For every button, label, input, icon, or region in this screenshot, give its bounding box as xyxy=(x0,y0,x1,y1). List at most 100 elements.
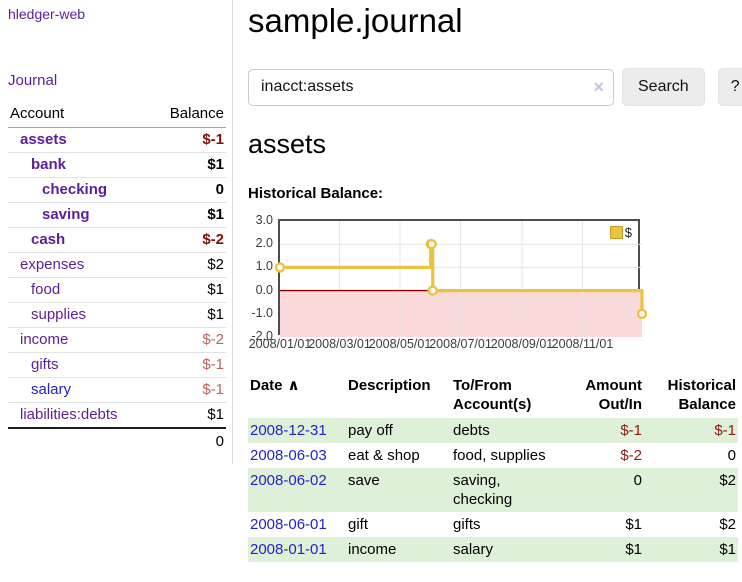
accounts-header-account: Account xyxy=(8,102,152,128)
register-date-cell: 2008-06-02 xyxy=(248,468,346,512)
transaction-date-link[interactable]: 2008-06-02 xyxy=(250,472,327,489)
chart-x-axis: 2008/01/01 2008/03/01 2008/05/01 2008/07/01… xyxy=(248,337,648,354)
transaction-date-link[interactable]: 2008-12-31 xyxy=(250,422,327,439)
accounts-header-balance: Balance xyxy=(151,102,226,128)
search-input[interactable] xyxy=(248,68,614,106)
account-row: salary $-1 xyxy=(8,377,226,403)
sort-ascending-icon: ∧ xyxy=(287,377,300,394)
account-balance: $-2 xyxy=(151,227,226,253)
register-description-cell: income xyxy=(346,537,451,562)
register-description-cell: save xyxy=(346,468,451,512)
register-header-accounts: To/From Account(s) xyxy=(453,377,532,413)
account-row: supplies $1 xyxy=(8,302,226,328)
search-button[interactable]: Search xyxy=(622,68,705,106)
sidebar-account-link[interactable]: income xyxy=(20,331,69,348)
accounts-total-value: 0 xyxy=(151,427,226,454)
register-balance-cell: $2 xyxy=(644,468,738,512)
register-description-cell: eat & shop xyxy=(348,447,420,464)
register-date-cell: 2008-06-01 xyxy=(248,512,346,537)
clear-search-icon[interactable]: × xyxy=(593,76,604,97)
register-amount-cell: $1 xyxy=(564,537,644,562)
register-amount-cell: $1 xyxy=(625,516,642,533)
register-amount-cell: $-1 xyxy=(564,418,644,443)
account-row: expenses $2 xyxy=(8,252,226,278)
register-amount-cell: 0 xyxy=(564,468,644,512)
y-tick-label: -1.0 xyxy=(251,305,273,320)
search-form: × Search ? xyxy=(248,68,742,106)
account-row: gifts $-1 xyxy=(8,352,226,378)
register-date-cell: 2008-12-31 xyxy=(248,418,346,443)
sidebar-account-link[interactable]: saving xyxy=(42,206,90,223)
sidebar-account-link[interactable]: assets xyxy=(20,131,67,148)
app-brand-link[interactable]: hledger-web xyxy=(8,6,86,22)
page-title: sample.journal xyxy=(248,2,463,39)
app-layout: hledger-web Journal Account Balance asse… xyxy=(8,0,742,562)
y-tick-label: 0.0 xyxy=(255,282,273,297)
register-balance-cell: $1 xyxy=(644,537,738,562)
x-tick-label: 2008/03/01 xyxy=(308,337,371,351)
account-balance: $-1 xyxy=(151,377,226,403)
transaction-date-link[interactable]: 2008-01-01 xyxy=(250,541,327,558)
account-balance: $-2 xyxy=(151,327,226,353)
chart-legend: $ xyxy=(607,224,634,241)
register-accounts-cell: saving, checking xyxy=(451,468,564,512)
account-row: assets $-1 xyxy=(8,127,226,153)
account-row: saving $1 xyxy=(8,202,226,228)
transaction-date-link[interactable]: 2008-06-01 xyxy=(250,516,327,533)
sidebar-account-link[interactable]: salary xyxy=(31,381,72,398)
legend-swatch-icon xyxy=(609,226,623,239)
account-row: food $1 xyxy=(8,277,226,303)
register-description-cell: gift xyxy=(348,516,369,533)
register-row: 2008-06-02 save saving, checking 0 $2 xyxy=(248,468,738,512)
account-balance: $1 xyxy=(151,277,226,303)
register-accounts-cell: gifts xyxy=(453,516,481,533)
register-row: 2008-01-01 income salary $1 $1 xyxy=(248,537,738,562)
register-header-date-label: Date xyxy=(250,377,283,394)
y-tick-label: 1.0 xyxy=(255,259,273,274)
sidebar-account-link[interactable]: gifts xyxy=(31,356,59,373)
sidebar-account-link[interactable]: bank xyxy=(31,156,67,173)
sidebar-account-link[interactable]: expenses xyxy=(20,256,85,273)
account-balance: $1 xyxy=(151,302,226,328)
sidebar-account-link[interactable]: food xyxy=(31,281,61,298)
register-date-cell: 2008-06-03 xyxy=(248,443,346,468)
y-tick-label: -2.0 xyxy=(251,329,273,343)
sidebar-item-journal[interactable]: Journal xyxy=(8,72,58,89)
transaction-date-link[interactable]: 2008-06-03 xyxy=(250,447,327,464)
accounts-table: Account Balance assets $-1 bank $1 checking 0… xyxy=(8,102,226,454)
register-accounts-cell: food, supplies xyxy=(453,447,546,464)
account-balance: $2 xyxy=(151,252,226,278)
sidebar-accounts-body: assets $-1 bank $1 checking 0 saving $1 cash $-2 e… xyxy=(8,127,226,429)
register-header-date[interactable]: Date ∧ xyxy=(248,374,346,418)
x-tick-label: 2008/11/01 xyxy=(551,337,614,351)
accounts-total-spacer xyxy=(8,427,152,454)
register-header-description: Description xyxy=(348,377,431,394)
account-row: bank $1 xyxy=(8,152,226,178)
account-balance: 0 xyxy=(151,177,226,203)
account-balance: $1 xyxy=(151,402,226,429)
register-header-amount: Amount Out/In xyxy=(585,377,642,413)
chart-heading: Historical Balance: xyxy=(248,185,384,202)
sidebar-account-link[interactable]: cash xyxy=(31,231,66,248)
register-row: 2008-12-31 pay off debts $-1 $-1 xyxy=(248,418,738,443)
sidebar-account-link[interactable]: liabilities:debts xyxy=(20,406,118,423)
account-row: cash $-2 xyxy=(8,227,226,253)
help-button[interactable]: ? xyxy=(717,68,742,106)
register-row: 2008-06-01 gift gifts $1 $2 xyxy=(248,512,738,537)
register-description-cell: pay off xyxy=(346,418,451,443)
register-table: Date ∧ Description To/From Account(s) Amo… xyxy=(248,374,738,562)
register-accounts-cell: salary xyxy=(451,537,564,562)
accounts-total-row: 0 xyxy=(8,427,226,454)
x-tick-label: 2008/05/01 xyxy=(368,337,432,351)
sidebar-account-link[interactable]: supplies xyxy=(31,306,87,323)
register-amount-cell: $-2 xyxy=(620,447,642,464)
account-balance: $-1 xyxy=(151,127,226,153)
register-date-cell: 2008-01-01 xyxy=(248,537,346,562)
sidebar-account-link[interactable]: checking xyxy=(42,181,108,198)
x-tick-label: 2008/07/01 xyxy=(429,337,492,351)
chart-canvas xyxy=(274,221,648,337)
legend-series-label: $ xyxy=(624,225,632,240)
register-header-balance: Historical Balance xyxy=(667,377,736,413)
account-balance: $1 xyxy=(151,152,226,178)
register-balance-cell: $-1 xyxy=(644,418,738,443)
